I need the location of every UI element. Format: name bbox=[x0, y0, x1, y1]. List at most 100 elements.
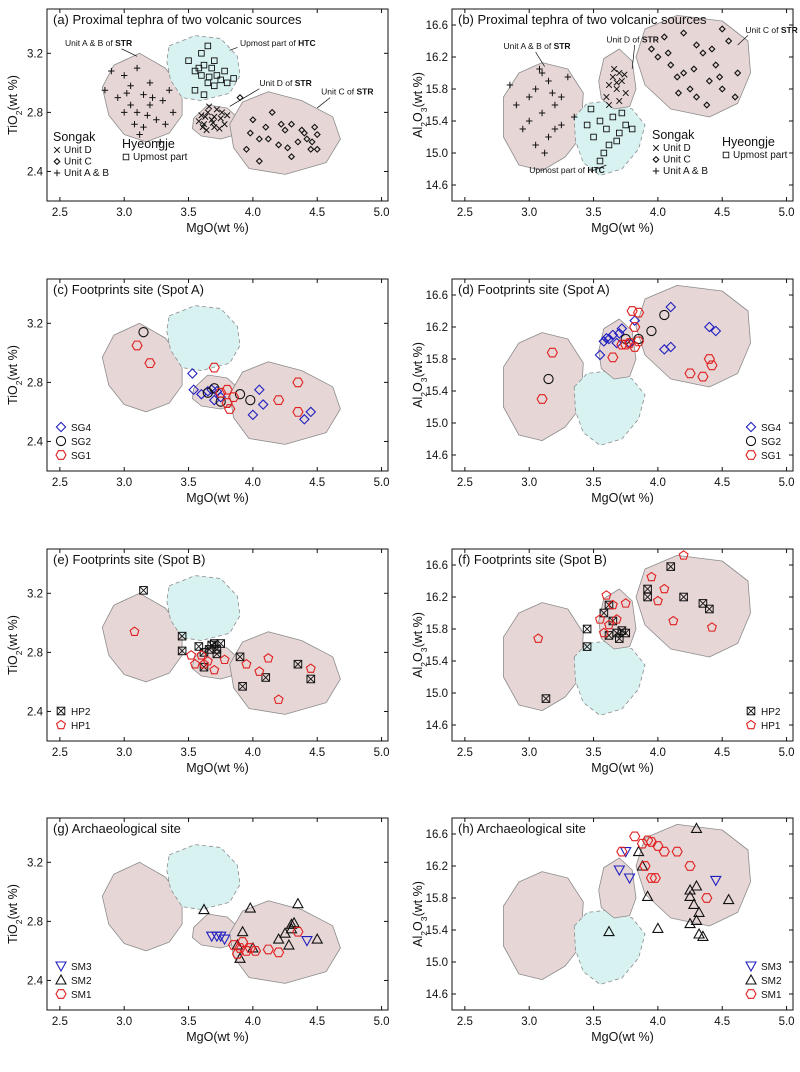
data-point bbox=[703, 354, 715, 364]
data-point bbox=[246, 129, 254, 137]
y-tick-label: 15.8 bbox=[426, 84, 448, 96]
data-point bbox=[665, 301, 677, 313]
data-point bbox=[249, 946, 262, 956]
y-tick-label: 2.8 bbox=[27, 377, 43, 389]
data-point bbox=[313, 130, 321, 139]
legend-marker bbox=[55, 719, 67, 730]
data-point bbox=[613, 137, 620, 145]
data-point bbox=[187, 368, 198, 379]
data-point bbox=[186, 650, 197, 660]
legend-marker bbox=[56, 706, 66, 716]
legend-label: Unit D bbox=[64, 145, 92, 156]
data-point bbox=[607, 599, 618, 610]
x-tick-label: 3.0 bbox=[116, 1016, 132, 1028]
legend-label: Unit A & B bbox=[663, 166, 708, 177]
legend-marker bbox=[745, 989, 757, 999]
data-point bbox=[594, 349, 606, 361]
legend-label: SM1 bbox=[761, 990, 782, 1001]
x-axis-label: MgO(wt %) bbox=[591, 491, 654, 505]
legend-marker bbox=[745, 435, 757, 447]
data-point bbox=[311, 123, 319, 131]
data-point bbox=[652, 595, 663, 606]
data-point bbox=[629, 322, 641, 332]
data-point bbox=[292, 926, 304, 937]
data-point bbox=[506, 81, 514, 89]
data-point bbox=[293, 659, 303, 669]
plot-frame bbox=[46, 548, 389, 742]
data-point bbox=[218, 934, 231, 946]
data-point bbox=[204, 109, 212, 116]
y-tick-label: 16.6 bbox=[426, 290, 448, 302]
y-tick-label: 16.2 bbox=[426, 322, 448, 334]
data-point bbox=[253, 384, 265, 396]
data-point bbox=[294, 138, 302, 146]
x-tick-label: 3.5 bbox=[181, 207, 197, 219]
x-tick-label: 3.0 bbox=[116, 477, 132, 489]
data-point bbox=[693, 927, 705, 939]
panel-title: (c) Footprints site (Spot A) bbox=[53, 282, 204, 297]
data-point bbox=[699, 49, 707, 57]
data-point bbox=[200, 91, 208, 98]
legend-marker bbox=[53, 169, 61, 177]
legend-label: SM3 bbox=[71, 962, 92, 973]
data-point bbox=[209, 119, 217, 126]
data-point bbox=[596, 117, 604, 125]
series-unit-d bbox=[603, 65, 629, 109]
x-axis-label: MgO(wt %) bbox=[186, 221, 249, 235]
data-point bbox=[188, 384, 200, 396]
data-point bbox=[162, 121, 169, 128]
data-point bbox=[133, 109, 141, 116]
data-point bbox=[647, 45, 656, 53]
legend-label: HP2 bbox=[71, 707, 91, 718]
data-point bbox=[690, 914, 703, 925]
data-point bbox=[218, 109, 226, 116]
data-point bbox=[558, 121, 565, 129]
data-point bbox=[600, 149, 608, 157]
data-point bbox=[249, 116, 257, 124]
legend-label: SG1 bbox=[761, 451, 781, 462]
data-point bbox=[690, 822, 703, 833]
legend: SM3 SM2 SM1 bbox=[55, 961, 92, 1001]
data-point bbox=[227, 392, 240, 403]
data-point bbox=[139, 586, 148, 595]
data-point bbox=[214, 931, 227, 943]
data-point bbox=[305, 406, 317, 418]
data-point bbox=[690, 879, 703, 891]
x-tick-label: 5.0 bbox=[779, 207, 795, 219]
data-point bbox=[731, 93, 739, 101]
data-point bbox=[686, 85, 694, 93]
data-point bbox=[594, 614, 606, 624]
data-point bbox=[545, 77, 552, 85]
data-point bbox=[665, 341, 677, 353]
x-axis-label: MgO(wt %) bbox=[186, 491, 249, 505]
data-point bbox=[208, 64, 215, 72]
data-point bbox=[268, 108, 276, 116]
data-point bbox=[641, 890, 654, 901]
legend-label: Unit C bbox=[663, 155, 691, 166]
data-point bbox=[536, 65, 543, 73]
x-tick-label: 4.5 bbox=[309, 207, 325, 219]
data-point bbox=[198, 72, 205, 79]
x-tick-label: 4.0 bbox=[650, 747, 666, 759]
annotation-leader bbox=[229, 88, 260, 107]
data-point bbox=[541, 149, 548, 157]
x-tick-label: 4.5 bbox=[714, 477, 730, 489]
data-point bbox=[628, 125, 636, 133]
data-point bbox=[623, 338, 636, 348]
data-point bbox=[613, 865, 626, 877]
data-point bbox=[633, 333, 644, 345]
data-point bbox=[247, 409, 259, 421]
annotation-label: Unit C of STR bbox=[745, 25, 797, 35]
data-point bbox=[701, 893, 713, 903]
data-point bbox=[203, 126, 210, 134]
legend-marker bbox=[745, 450, 757, 460]
data-point bbox=[216, 639, 226, 648]
data-point bbox=[603, 93, 610, 101]
annotation-leader bbox=[229, 47, 238, 51]
x-tick-label: 3.0 bbox=[521, 207, 537, 219]
field-envelope bbox=[166, 575, 241, 641]
data-point bbox=[526, 93, 533, 101]
series-upmost-part bbox=[583, 105, 636, 165]
y-tick-label: 15.4 bbox=[426, 386, 449, 398]
